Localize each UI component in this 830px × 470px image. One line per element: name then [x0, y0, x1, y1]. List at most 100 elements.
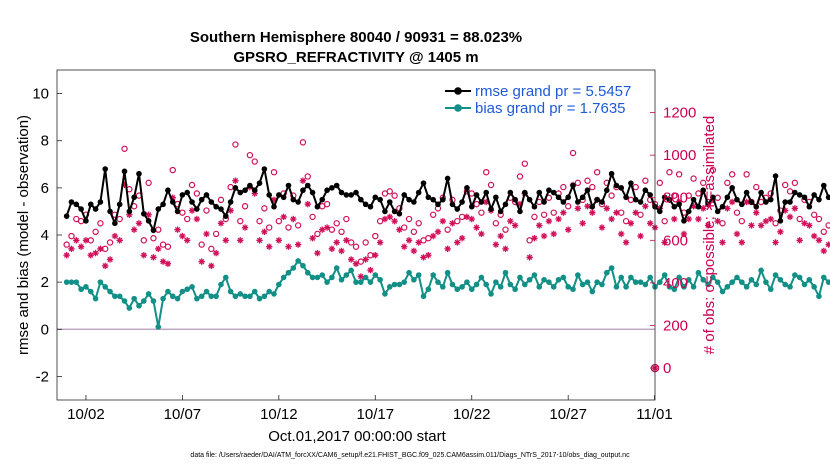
obs-assimilated-stroke	[213, 250, 219, 256]
series-point-1	[435, 279, 441, 285]
obs-assimilated-stroke	[613, 209, 620, 216]
obs-assimilated-stroke	[165, 261, 171, 267]
series-point-1	[782, 281, 789, 288]
obs-assimilated-point	[155, 245, 162, 253]
obs-assimilated-point	[106, 256, 114, 263]
obs-assimilated-point	[762, 217, 770, 225]
series-point-0	[343, 192, 350, 198]
obs-assimilated-stroke	[541, 233, 547, 239]
series-point-1	[126, 305, 133, 311]
obs-assimilated-stroke	[526, 254, 533, 261]
obs-possible-point	[391, 192, 398, 199]
series-point-0	[796, 192, 803, 198]
series-point-1	[608, 265, 615, 271]
obs-possible-point	[478, 209, 485, 216]
series-point-1	[526, 276, 533, 283]
series-point-0	[666, 196, 673, 203]
series-point-0	[194, 206, 200, 212]
obs-assimilated-stroke	[454, 239, 460, 246]
obs-assimilated-point	[637, 232, 644, 240]
series-point-0	[787, 199, 793, 205]
obs-assimilated-stroke	[116, 237, 123, 244]
series-point-0	[724, 194, 731, 201]
series-point-1	[319, 272, 326, 278]
series-point-0	[256, 180, 263, 186]
obs-assimilated-point	[444, 245, 451, 253]
series-point-1	[189, 284, 195, 290]
series-point-1	[719, 288, 726, 295]
obs-assimilated-stroke	[314, 250, 321, 256]
obs-assimilated-stroke	[768, 216, 774, 222]
obs-assimilated-stroke	[671, 216, 677, 222]
obs-assimilated-stroke	[743, 199, 750, 205]
obs-assimilated-point	[458, 234, 466, 242]
series-point-0	[801, 194, 808, 201]
obs-assimilated-point	[362, 256, 369, 263]
obs-assimilated-stroke	[102, 263, 108, 269]
obs-assimilated-point	[314, 249, 321, 257]
series-point-0	[512, 196, 518, 203]
obs-assimilated-stroke	[782, 207, 788, 214]
obs-assimilated-stroke	[218, 220, 224, 226]
obs-assimilated-stroke	[623, 239, 629, 246]
obs-possible-point	[516, 173, 524, 180]
obs-possible-point	[753, 183, 760, 191]
obs-assimilated-stroke	[739, 239, 745, 246]
obs-possible-point	[116, 215, 123, 223]
series-point-1	[304, 269, 311, 276]
obs-assimilated-point	[343, 237, 350, 244]
series-point-0	[169, 199, 176, 205]
obs-assimilated-point	[290, 215, 297, 223]
series-point-0	[497, 208, 504, 215]
obs-assimilated-stroke	[478, 231, 485, 237]
series-point-1	[141, 298, 147, 304]
obs-possible-point	[675, 171, 683, 178]
obs-assimilated-stroke	[599, 224, 605, 231]
series-point-1	[358, 279, 364, 285]
obs-assimilated-stroke	[560, 209, 567, 216]
series-point-1	[502, 269, 509, 276]
obs-possible-point	[492, 220, 500, 227]
obs-possible-point	[550, 209, 557, 216]
obs-assimilated-point	[661, 239, 668, 246]
obs-assimilated-stroke	[295, 241, 301, 248]
series-point-1	[155, 324, 162, 330]
series-point-0	[179, 192, 186, 198]
obs-assimilated-point	[82, 237, 90, 244]
series-point-0	[251, 187, 258, 194]
obs-assimilated-point	[73, 237, 80, 244]
series-point-1	[324, 279, 330, 285]
obs-possible-point	[352, 243, 360, 250]
series-point-1	[787, 284, 793, 290]
obs-assimilated-stroke	[179, 233, 186, 239]
series-point-0	[589, 203, 596, 210]
series-point-1	[382, 291, 388, 297]
obs-assimilated-stroke	[449, 220, 456, 226]
obs-assimilated-point	[478, 230, 485, 238]
series-point-0	[107, 208, 113, 215]
obs-assimilated-point	[77, 243, 85, 250]
obs-assimilated-stroke	[319, 226, 325, 233]
obs-assimilated-point	[396, 226, 403, 233]
series-point-0	[681, 218, 687, 224]
obs-assimilated-stroke	[536, 222, 542, 229]
series-point-0	[198, 196, 205, 203]
series-point-1	[820, 274, 827, 281]
obs-assimilated-stroke	[633, 209, 639, 216]
obs-assimilated-stroke	[107, 256, 113, 263]
obs-possible-point	[270, 168, 278, 176]
series-point-0	[218, 206, 224, 212]
obs-assimilated-stroke	[377, 239, 383, 246]
series-point-1	[377, 276, 383, 283]
series-point-1	[73, 279, 80, 285]
series-point-0	[599, 199, 605, 205]
obs-assimilated-point	[700, 205, 707, 212]
obs-possible-point	[642, 177, 649, 184]
obs-assimilated-point	[753, 209, 760, 216]
series-point-1	[276, 281, 282, 288]
obs-assimilated-stroke	[276, 237, 282, 244]
series-point-1	[565, 284, 571, 290]
series-point-1	[661, 272, 668, 278]
series-point-0	[213, 203, 219, 210]
series-point-0	[806, 203, 813, 210]
